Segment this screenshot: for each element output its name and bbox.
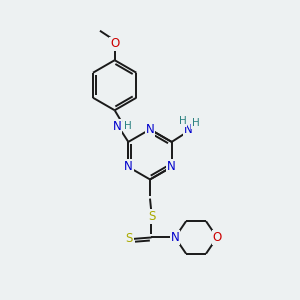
Text: S: S [126, 232, 133, 245]
Text: N: N [146, 123, 154, 136]
Text: N: N [184, 123, 192, 136]
Text: S: S [148, 210, 155, 223]
Text: O: O [110, 38, 119, 50]
Text: O: O [212, 231, 222, 244]
Text: N: N [124, 160, 133, 173]
Text: N: N [113, 120, 122, 133]
Text: H: H [179, 116, 186, 126]
Text: H: H [192, 118, 200, 128]
Text: N: N [167, 160, 176, 173]
Text: H: H [124, 121, 131, 131]
Text: N: N [171, 231, 179, 244]
